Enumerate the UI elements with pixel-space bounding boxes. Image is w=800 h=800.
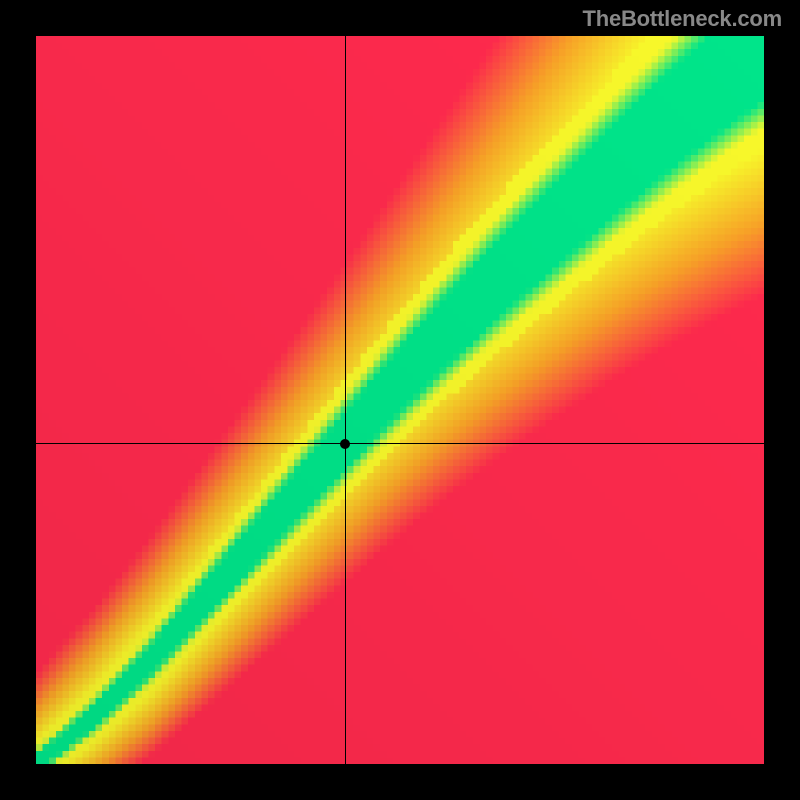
selected-point-marker <box>340 439 350 449</box>
crosshair-horizontal <box>36 443 764 445</box>
bottleneck-heatmap <box>36 36 764 764</box>
crosshair-vertical <box>345 36 347 764</box>
watermark-text: TheBottleneck.com <box>582 6 782 32</box>
chart-container: TheBottleneck.com <box>0 0 800 800</box>
